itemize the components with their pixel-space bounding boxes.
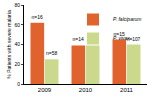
svg-text:20: 20 [14, 61, 20, 67]
svg-text:2010: 2010 [79, 87, 93, 93]
svg-text:80: 80 [14, 2, 20, 8]
svg-text:60: 60 [14, 22, 20, 28]
svg-text:P. vivax: P. vivax [113, 35, 130, 41]
svg-text:2009: 2009 [38, 87, 52, 93]
svg-text:2011: 2011 [120, 87, 134, 93]
svg-text:n=14: n=14 [73, 36, 84, 42]
svg-text:0: 0 [17, 81, 20, 87]
svg-text:n=16: n=16 [32, 14, 43, 20]
svg-text:n=15: n=15 [113, 30, 125, 37]
svg-text:P. falciparum: P. falciparum [113, 16, 142, 22]
svg-text:n=58: n=58 [46, 50, 57, 56]
svg-text:n=107: n=107 [126, 36, 141, 42]
svg-text:40: 40 [14, 41, 20, 47]
svg-text:% Patients with severe malaria: % Patients with severe malaria [6, 10, 12, 79]
